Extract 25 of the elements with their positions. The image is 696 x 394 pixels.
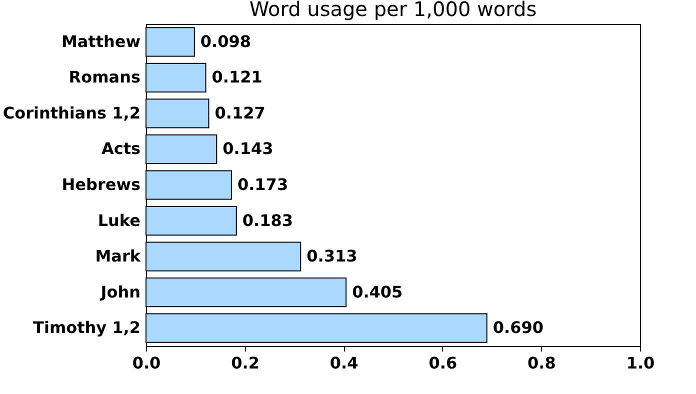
x-tick-label: 1.0 [626,354,655,372]
y-tick-label: Mark [95,246,141,266]
y-tick-label: John [100,282,140,302]
y-tick-label: Romans [68,68,140,87]
data-label: 0.313 [306,246,358,266]
chart-title: Word usage per 1,000 words [249,0,537,21]
x-tick-label: 0.8 [528,354,556,372]
data-label: 0.127 [214,103,266,122]
y-tick-label: Timothy 1,2 [33,318,140,338]
data-label: 0.690 [492,318,544,338]
data-label: 0.173 [237,175,288,194]
y-tick-label: Matthew [61,32,141,51]
x-tick-label: 0.6 [428,354,458,372]
data-label: 0.121 [212,68,262,87]
y-tick-label: Corinthians 1,2 [2,103,140,122]
data-label: 0.143 [222,139,274,158]
x-tick-label: 0.4 [330,354,358,372]
x-tick-label: 0.0 [132,354,161,372]
data-label: 0.098 [200,32,252,51]
data-label: 0.405 [352,282,403,302]
x-tick-label: 0.2 [231,354,260,372]
y-tick-label: Luke [98,210,141,230]
data-label: 0.183 [242,210,294,230]
y-tick-label: Hebrews [62,175,140,194]
y-tick-label: Acts [101,139,140,158]
